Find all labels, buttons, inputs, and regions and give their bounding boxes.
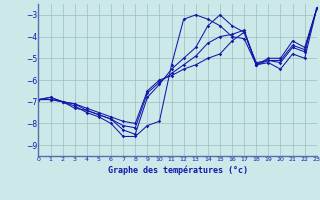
X-axis label: Graphe des températures (°c): Graphe des températures (°c) bbox=[108, 165, 248, 175]
